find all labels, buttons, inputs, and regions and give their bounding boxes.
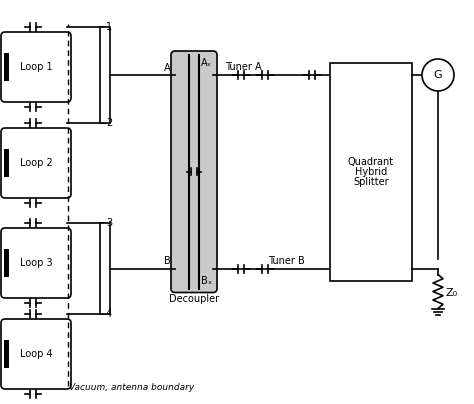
Text: Z₀: Z₀ — [446, 288, 458, 297]
Text: A: A — [164, 63, 171, 73]
FancyBboxPatch shape — [1, 32, 71, 102]
Text: G: G — [434, 70, 442, 80]
Text: Aₓ: Aₓ — [201, 58, 211, 68]
Bar — [4, 249, 9, 277]
FancyBboxPatch shape — [1, 319, 71, 389]
Circle shape — [422, 59, 454, 91]
Bar — [330, 63, 412, 280]
Bar — [100, 223, 110, 314]
Bar — [4, 340, 9, 368]
Text: Hybrid: Hybrid — [355, 167, 387, 177]
Text: Loop 4: Loop 4 — [20, 349, 52, 359]
Text: Bₓ: Bₓ — [201, 276, 212, 286]
Text: Decoupler: Decoupler — [169, 295, 219, 305]
Text: Vacuum, antenna boundary: Vacuum, antenna boundary — [69, 383, 194, 392]
Text: B: B — [164, 257, 171, 267]
Text: 3: 3 — [106, 218, 112, 228]
Text: 4: 4 — [106, 309, 112, 319]
Text: Quadrant: Quadrant — [348, 157, 394, 167]
Text: Loop 1: Loop 1 — [20, 62, 52, 72]
Bar — [4, 149, 9, 177]
Text: 1: 1 — [106, 22, 112, 32]
Text: Tuner B: Tuner B — [268, 255, 305, 265]
Bar — [100, 27, 110, 123]
FancyBboxPatch shape — [1, 128, 71, 198]
Text: Splitter: Splitter — [353, 177, 389, 187]
FancyBboxPatch shape — [171, 51, 217, 292]
Text: Tuner A: Tuner A — [225, 62, 262, 72]
Text: 2: 2 — [106, 118, 112, 128]
Bar — [4, 53, 9, 81]
Text: Loop 3: Loop 3 — [20, 258, 52, 268]
Text: Loop 2: Loop 2 — [19, 158, 52, 168]
FancyBboxPatch shape — [1, 228, 71, 298]
